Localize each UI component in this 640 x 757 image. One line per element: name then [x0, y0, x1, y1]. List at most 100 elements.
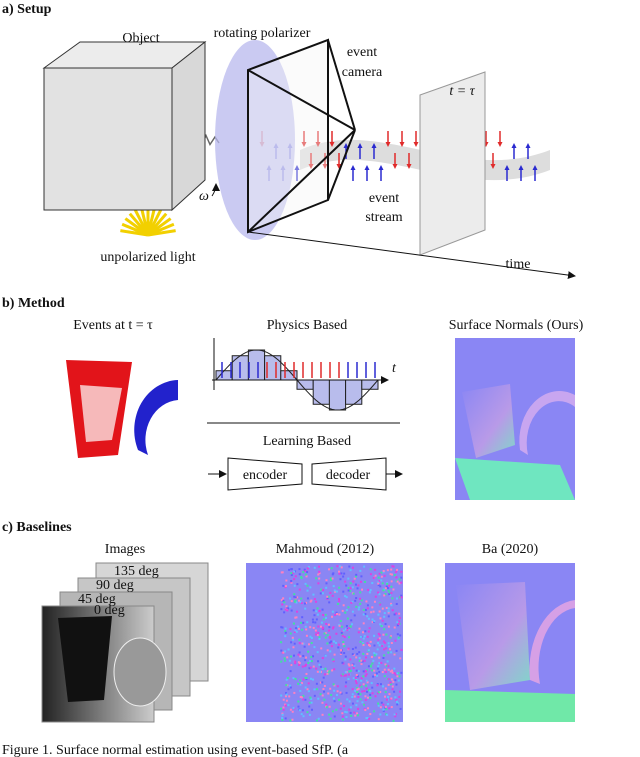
noise-pixel — [385, 664, 388, 667]
noise-pixel — [284, 659, 287, 662]
noise-pixel — [339, 691, 342, 694]
noise-pixel — [344, 685, 347, 688]
noise-pixel — [387, 696, 390, 699]
noise-pixel — [377, 665, 380, 668]
noise-pixel — [318, 610, 321, 613]
noise-pixel — [321, 713, 324, 716]
noise-pixel — [284, 635, 287, 638]
noise-pixel — [338, 600, 341, 603]
noise-pixel — [368, 591, 371, 594]
noise-pixel — [290, 655, 293, 658]
section-label: a) Setup — [2, 2, 52, 17]
noise-pixel — [387, 668, 390, 671]
section-label: b) Method — [2, 296, 65, 311]
noise-pixel — [297, 682, 300, 685]
noise-pixel — [328, 705, 331, 708]
noise-pixel — [285, 692, 288, 695]
noise-pixel — [358, 651, 361, 654]
noise-pixel — [355, 669, 358, 672]
noise-pixel — [290, 568, 293, 571]
noise-pixel — [312, 626, 315, 629]
noise-pixel — [387, 645, 390, 648]
noise-pixel — [307, 682, 310, 685]
noise-pixel — [317, 717, 320, 720]
noise-pixel — [318, 570, 321, 573]
noise-pixel — [369, 690, 372, 693]
noise-pixel — [396, 624, 399, 627]
event-head — [490, 164, 496, 169]
noise-pixel — [349, 625, 352, 628]
noise-pixel — [323, 690, 326, 693]
noise-pixel — [347, 628, 350, 631]
noise-pixel — [355, 656, 358, 659]
noise-pixel — [365, 673, 368, 676]
noise-pixel — [343, 674, 346, 677]
omega: ω — [199, 189, 209, 204]
noise-pixel — [359, 684, 362, 687]
noise-pixel — [317, 625, 320, 628]
noise-pixel — [307, 565, 310, 568]
event-head — [315, 142, 321, 147]
noise-pixel — [347, 647, 350, 650]
physics-title: Physics Based — [267, 318, 348, 333]
noise-pixel — [383, 654, 386, 657]
noise-pixel — [323, 673, 326, 676]
noise-pixel — [290, 600, 293, 603]
noise-pixel — [358, 627, 361, 630]
noise-pixel — [282, 706, 285, 709]
noise-pixel — [318, 637, 321, 640]
noise-pixel — [308, 659, 311, 662]
noise-pixel — [285, 678, 288, 681]
noise-pixel — [379, 706, 382, 709]
noise-pixel — [371, 686, 374, 689]
noise-pixel — [293, 595, 296, 598]
noise-pixel — [356, 690, 359, 693]
noise-pixel — [310, 655, 313, 658]
noise-pixel — [353, 577, 356, 580]
noise-pixel — [365, 656, 368, 659]
event-head — [406, 164, 412, 169]
noise-pixel — [388, 584, 391, 587]
noise-pixel — [366, 681, 369, 684]
noise-pixel — [304, 659, 307, 662]
noise-pixel — [347, 678, 350, 681]
event-head — [294, 165, 300, 170]
noise-pixel — [371, 669, 374, 672]
noise-pixel — [311, 618, 314, 621]
noise-pixel — [389, 648, 392, 651]
noise-pixel — [398, 616, 401, 619]
noise-pixel — [349, 711, 352, 714]
noise-pixel — [354, 689, 357, 692]
noise-pixel — [326, 672, 329, 675]
noise-pixel — [380, 575, 383, 578]
images-title: Images — [105, 542, 145, 557]
noise-pixel — [380, 571, 383, 574]
light-ray — [147, 229, 176, 237]
noise-pixel — [317, 573, 320, 576]
noise-pixel — [348, 700, 351, 703]
event-head — [364, 165, 370, 170]
decoder-box — [311, 457, 387, 491]
noise-pixel — [281, 713, 284, 716]
noise-pixel — [325, 616, 328, 619]
noise-pixel — [350, 601, 353, 604]
noise-pixel — [360, 677, 363, 680]
noise-pixel — [355, 605, 358, 608]
noise-pixel — [373, 710, 376, 713]
noise-pixel — [332, 626, 335, 629]
noise-pixel — [393, 713, 396, 716]
noise-pixel — [355, 682, 358, 685]
noise-pixel — [331, 627, 334, 630]
noise-pixel — [319, 592, 322, 595]
noise-pixel — [395, 570, 398, 573]
noise-pixel — [378, 593, 381, 596]
noise-pixel — [362, 675, 365, 678]
noise-pixel — [387, 703, 390, 706]
noise-pixel — [294, 616, 297, 619]
noise-pixel — [367, 588, 370, 591]
noise-pixel — [283, 601, 286, 604]
noise-pixel — [374, 673, 377, 676]
noise-pixel — [344, 671, 347, 674]
noise-pixel — [398, 612, 401, 615]
noise-pixel — [291, 710, 294, 713]
